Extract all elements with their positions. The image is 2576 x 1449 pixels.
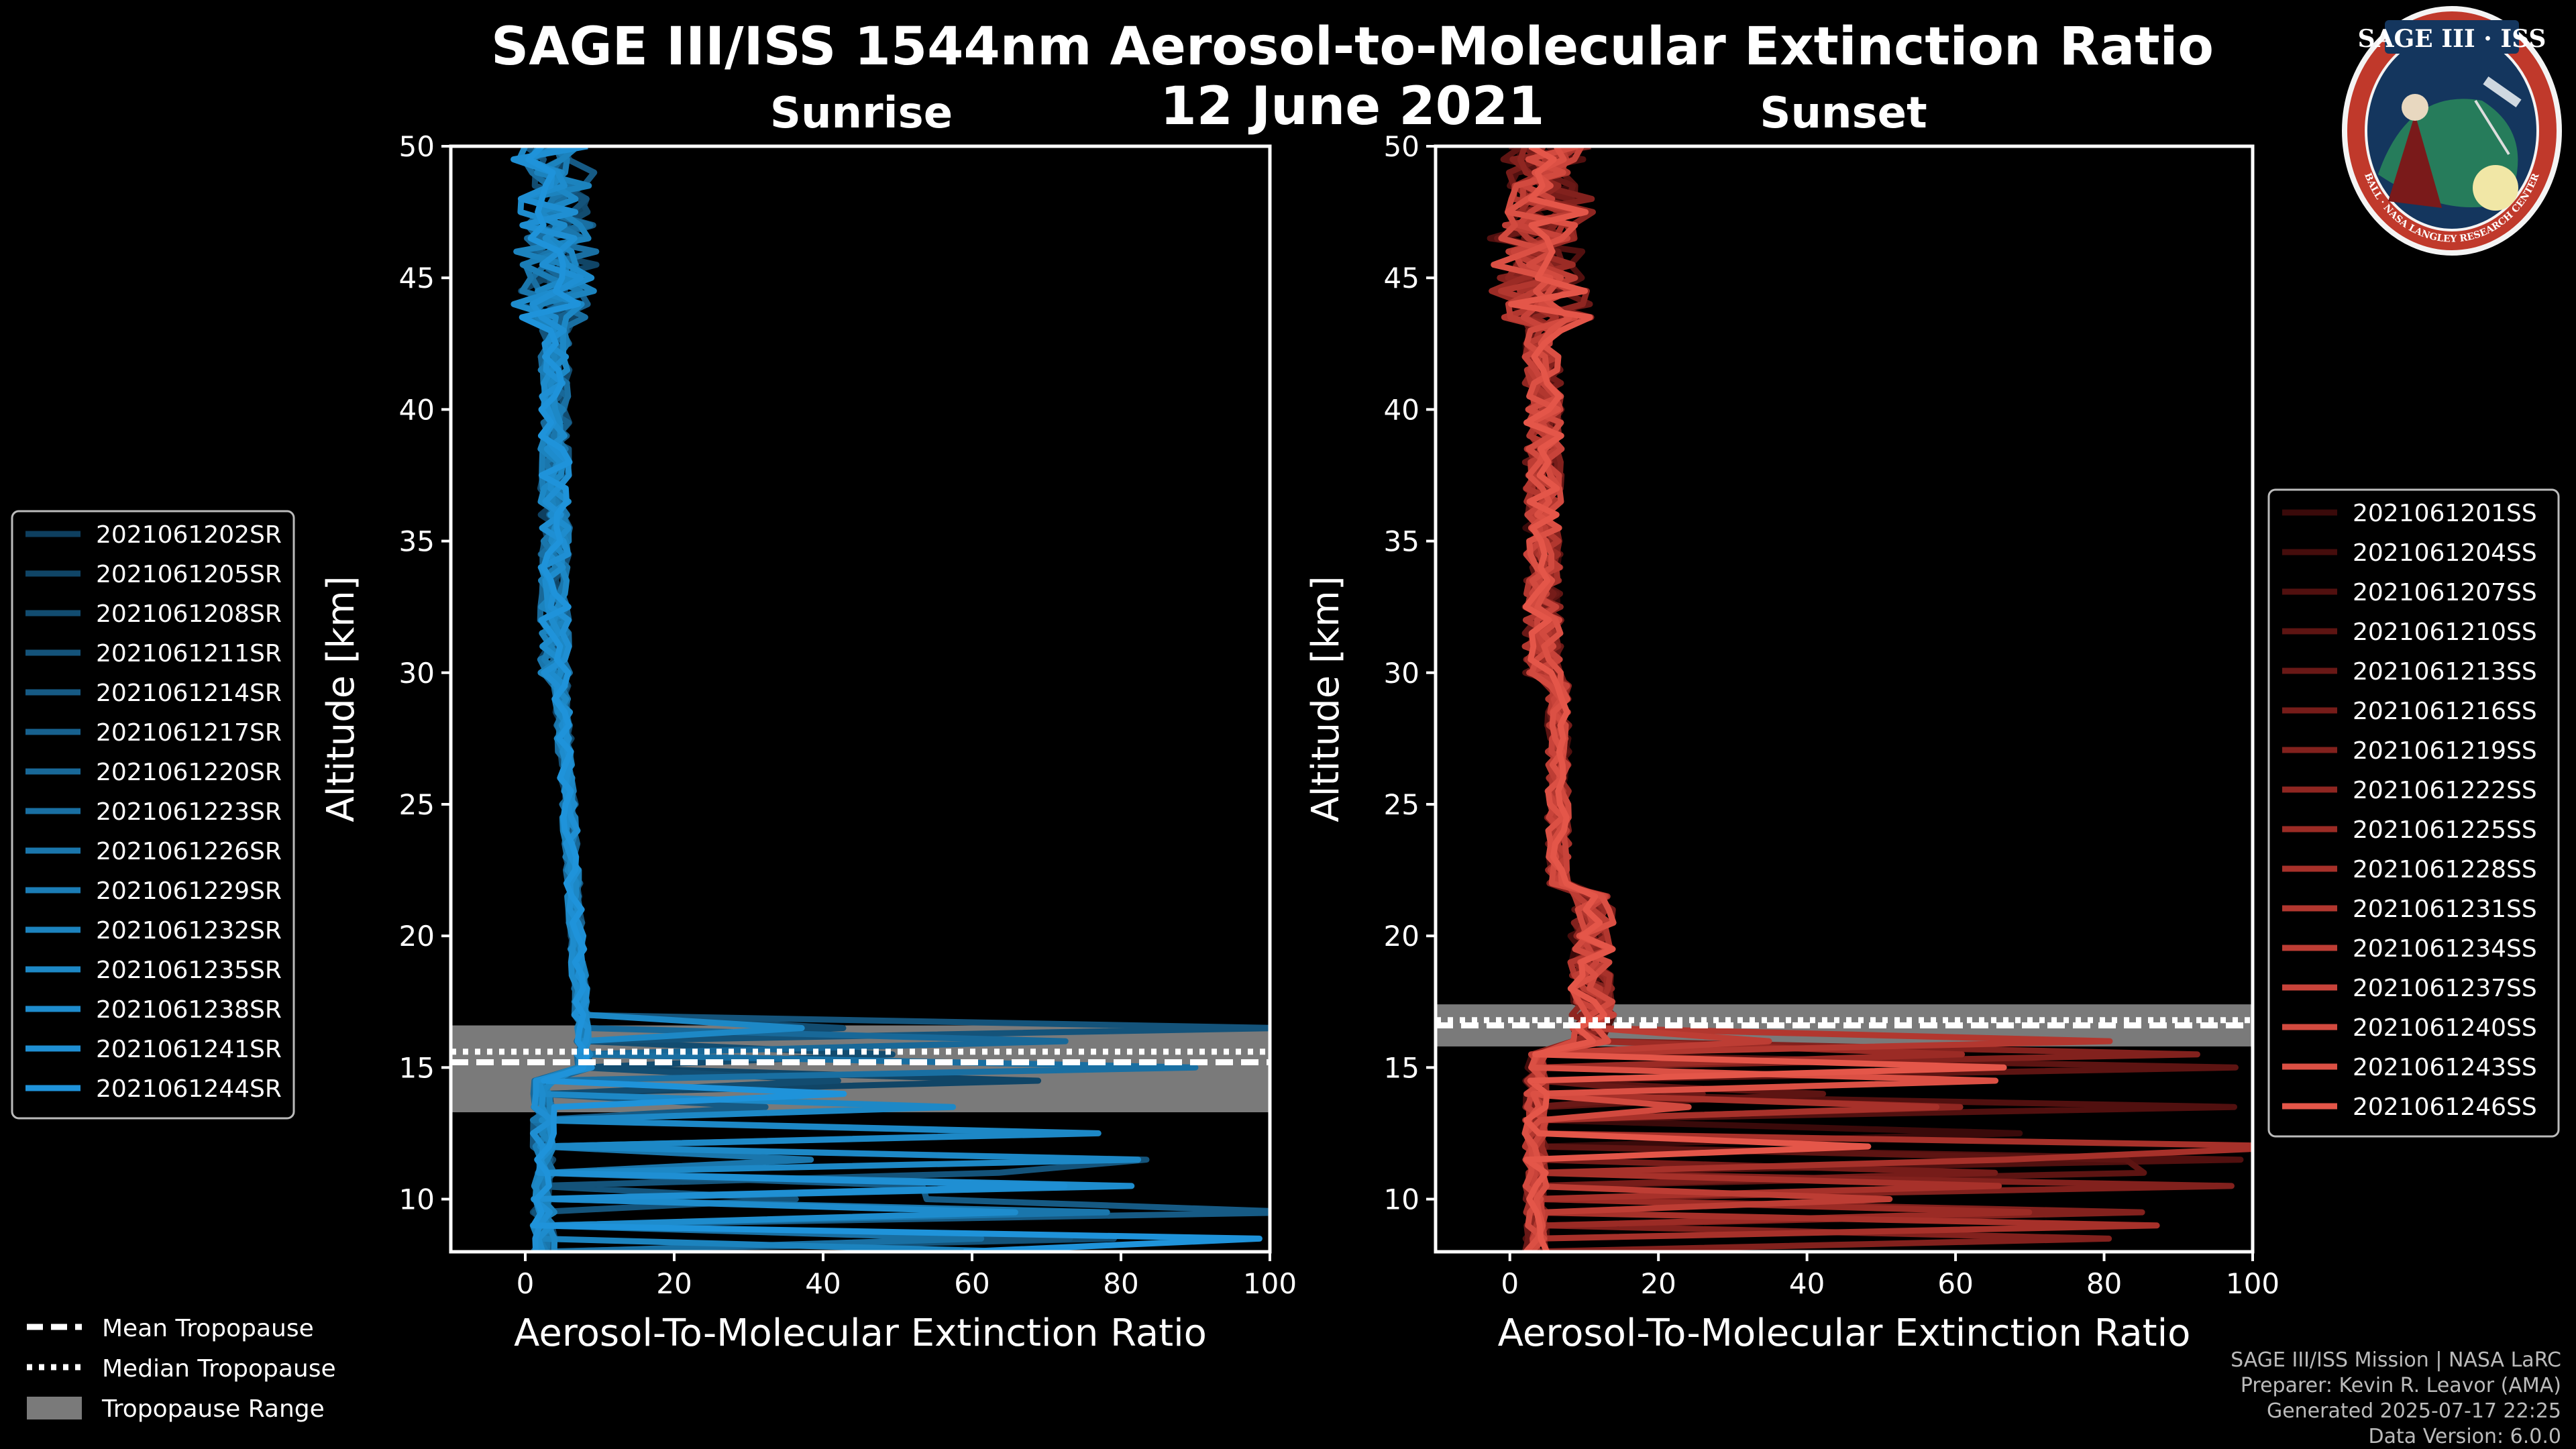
tropopause-legend: Mean Tropopause Median Tropopause Tropop… — [27, 1315, 336, 1423]
credit-preparer: Preparer: Kevin R. Leavor (AMA) — [2241, 1374, 2561, 1397]
mean-tropopause-label: Mean Tropopause — [102, 1315, 314, 1342]
legend-label-2021061223SR: 2021061223SR — [96, 798, 282, 826]
y-tick-label: 50 — [399, 130, 435, 163]
legend-label-2021061226SR: 2021061226SR — [96, 838, 282, 865]
y-tick-label: 20 — [399, 920, 435, 953]
x-tick-label: 20 — [656, 1267, 692, 1300]
legend-label-2021061235SR: 2021061235SR — [96, 957, 282, 984]
y-tick-label: 35 — [1384, 525, 1419, 558]
x-tick-label: 20 — [1640, 1267, 1676, 1300]
legend-label-2021061216SS: 2021061216SS — [2353, 698, 2537, 725]
x-tick-label: 0 — [1501, 1267, 1519, 1300]
sunrise-legend: 2021061202SR 2021061205SR 2021061208SR 2021… — [11, 510, 295, 1120]
y-tick-label: 25 — [1384, 788, 1419, 821]
x-axis-label: Aerosol-To-Molecular Extinction Ratio — [514, 1311, 1207, 1355]
legend-label-2021061228SS: 2021061228SS — [2353, 856, 2537, 883]
sunset-legend: 2021061201SS 2021061204SS 2021061207SS 2021… — [2267, 488, 2560, 1138]
legend-label-2021061232SR: 2021061232SR — [96, 917, 282, 945]
profile-2021061243SS — [1491, 146, 1999, 1252]
legend-label-2021061220SR: 2021061220SR — [96, 759, 282, 786]
tropopause-range-swatch — [27, 1397, 82, 1419]
y-tick-label: 20 — [1384, 920, 1419, 953]
x-tick-label: 0 — [517, 1267, 535, 1300]
x-tick-label: 40 — [1789, 1267, 1825, 1300]
y-tick-label: 45 — [399, 262, 435, 294]
legend-label-2021061243SS: 2021061243SS — [2353, 1054, 2537, 1081]
sunset-panel: 0 20 40 60 80 100 10 15 20 25 30 35 40 45 50 Aerosol-To… — [1304, 130, 2279, 1355]
x-tick-label: 100 — [2226, 1267, 2279, 1300]
legend-label-2021061213SS: 2021061213SS — [2353, 658, 2537, 686]
x-tick-label: 100 — [1243, 1267, 1297, 1300]
y-tick-label: 10 — [1384, 1183, 1419, 1216]
legend-label-2021061217SR: 2021061217SR — [96, 719, 282, 747]
legend-label-2021061219SS: 2021061219SS — [2353, 737, 2537, 765]
y-tick-label: 40 — [1384, 393, 1419, 426]
legend-label-2021061204SS: 2021061204SS — [2353, 539, 2537, 567]
x-axis-label: Aerosol-To-Molecular Extinction Ratio — [1498, 1311, 2191, 1355]
median-tropopause-label: Median Tropopause — [102, 1355, 336, 1383]
profile-2021061244SR — [519, 146, 1263, 1252]
legend-label-2021061238SR: 2021061238SR — [96, 996, 282, 1024]
x-tick-label: 60 — [954, 1267, 989, 1300]
legend-label-2021061222SS: 2021061222SS — [2353, 777, 2537, 804]
legend-label-2021061211SR: 2021061211SR — [96, 640, 282, 667]
figure-title: SAGE III/ISS 1544nm Aerosol-to-Molecular… — [491, 17, 2214, 77]
legend-label-2021061210SS: 2021061210SS — [2353, 619, 2537, 646]
legend-label-2021061229SR: 2021061229SR — [96, 877, 282, 905]
y-axis-label: Altitude [km] — [319, 576, 363, 822]
y-tick-label: 15 — [1384, 1051, 1419, 1084]
x-tick-label: 80 — [1103, 1267, 1138, 1300]
y-tick-label: 25 — [399, 788, 435, 821]
legend-label-2021061208SR: 2021061208SR — [96, 600, 282, 628]
legend-label-2021061241SR: 2021061241SR — [96, 1036, 282, 1063]
sunset-panel-title: Sunset — [1760, 89, 1927, 138]
legend-label-2021061244SR: 2021061244SR — [96, 1075, 282, 1103]
legend-label-2021061214SR: 2021061214SR — [96, 680, 282, 707]
credits: SAGE III/ISS Mission | NASA LaRC Prepare… — [2231, 1348, 2561, 1448]
legend-box — [11, 510, 295, 1120]
y-tick-label: 10 — [399, 1183, 435, 1216]
credit-data-version: Data Version: 6.0.0 — [2369, 1425, 2561, 1448]
x-tick-label: 40 — [805, 1267, 841, 1300]
credit-generated: Generated 2025-07-17 22:25 — [2267, 1399, 2561, 1423]
y-tick-label: 45 — [1384, 262, 1419, 294]
legend-label-2021061246SS: 2021061246SS — [2353, 1093, 2537, 1121]
legend-label-2021061240SS: 2021061240SS — [2353, 1014, 2537, 1042]
x-tick-label: 80 — [2086, 1267, 2122, 1300]
credit-mission: SAGE III/ISS Mission | NASA LaRC — [2231, 1348, 2561, 1372]
legend-label-2021061234SS: 2021061234SS — [2353, 935, 2537, 963]
legend-label-2021061202SR: 2021061202SR — [96, 521, 282, 549]
plot-frame — [1434, 144, 2255, 1254]
legend-label-2021061225SS: 2021061225SS — [2353, 816, 2537, 844]
legend-label-2021061201SS: 2021061201SS — [2353, 500, 2537, 527]
y-axis-label: Altitude [km] — [1304, 576, 1348, 822]
legend-label-2021061207SS: 2021061207SS — [2353, 579, 2537, 606]
profile-2021061246SS — [1508, 146, 2007, 1252]
legend-box — [2267, 488, 2560, 1138]
legend-label-2021061205SR: 2021061205SR — [96, 561, 282, 588]
y-tick-label: 40 — [399, 393, 435, 426]
logo-title: SAGE III · ISS — [2358, 25, 2546, 53]
sunrise-panel: 0 20 40 60 80 100 10 15 20 25 30 35 40 45 50 Aerosol-To… — [319, 130, 1297, 1355]
x-tick-label: 60 — [1937, 1267, 1973, 1300]
y-tick-label: 30 — [399, 657, 435, 690]
figure-date: 12 June 2021 — [1161, 76, 1545, 137]
plot-frame — [449, 144, 1272, 1254]
tropopause-range-label: Tropopause Range — [101, 1395, 325, 1423]
y-tick-label: 15 — [399, 1051, 435, 1084]
y-tick-label: 50 — [1384, 130, 1419, 163]
y-tick-label: 30 — [1384, 657, 1419, 690]
sunrise-panel-title: Sunrise — [770, 89, 953, 138]
legend-label-2021061231SS: 2021061231SS — [2353, 896, 2537, 923]
legend-label-2021061237SS: 2021061237SS — [2353, 975, 2537, 1002]
y-tick-label: 35 — [399, 525, 435, 558]
